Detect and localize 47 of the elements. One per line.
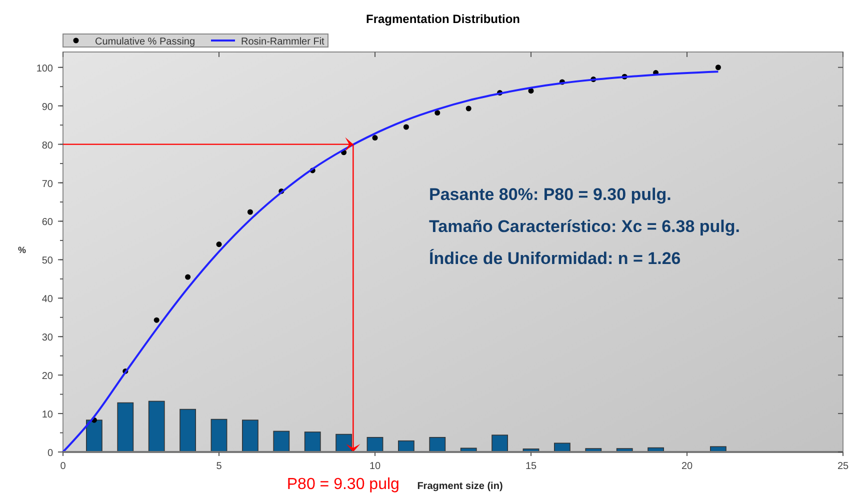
annotation: Pasante 80%: P80 = 9.30 pulg. — [429, 185, 672, 204]
y-tick-label: 90 — [42, 102, 54, 113]
legend-label: Cumulative % Passing — [95, 36, 196, 48]
x-tick-label: 0 — [60, 461, 66, 472]
point — [528, 88, 534, 94]
point — [216, 242, 222, 248]
bar — [336, 434, 352, 452]
y-tick-label: 10 — [42, 410, 54, 421]
bar — [210, 418, 228, 452]
point — [247, 209, 253, 215]
x-tick-label: 20 — [681, 461, 693, 472]
bar — [273, 430, 290, 452]
ref-line-label: P80 = 9.30 pulg — [286, 476, 400, 493]
bar — [429, 436, 446, 452]
point — [185, 274, 191, 280]
bar — [117, 402, 134, 452]
x-tick-label: 5 — [216, 461, 222, 472]
y-axis-title: % — [18, 245, 26, 255]
bar — [148, 400, 165, 452]
legend-label: Rosin-Rammler Fit — [241, 36, 325, 48]
y-tick-label: 20 — [42, 371, 54, 382]
point — [434, 110, 440, 116]
y-tick-label: 60 — [42, 217, 54, 228]
x-tick-label: 15 — [525, 461, 537, 472]
x-tick-label: 25 — [837, 461, 849, 472]
y-tick-label: 100 — [36, 63, 54, 74]
point — [715, 64, 721, 70]
point — [372, 135, 378, 141]
bar — [492, 434, 508, 452]
x-tick-label: 10 — [369, 461, 381, 472]
y-tick-label: 50 — [42, 256, 54, 267]
bar — [86, 420, 102, 452]
chart-title: Fragmentation Distribution — [366, 12, 520, 26]
x-axis-title: Fragment size (in) — [417, 481, 503, 492]
annotation: Tamaño Característico: Xc = 6.38 pulg. — [429, 217, 740, 236]
y-tick-label: 0 — [47, 448, 54, 459]
y-tick-label: 70 — [42, 178, 54, 190]
y-tick-label: 80 — [42, 140, 54, 152]
point — [154, 317, 160, 323]
bar — [304, 432, 321, 452]
point — [403, 124, 409, 130]
point — [466, 106, 472, 112]
bar — [242, 420, 258, 452]
y-tick-label: 40 — [42, 294, 54, 306]
bar — [180, 408, 196, 452]
y-tick-label: 30 — [42, 332, 54, 344]
annotation: Índice de Uniformidad: n = 1.26 — [429, 248, 681, 268]
